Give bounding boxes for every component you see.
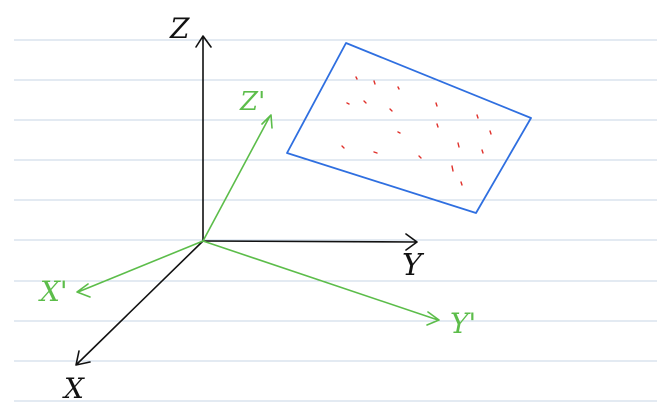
camera-x-label: X' [38,275,68,308]
camera-axes [76,114,440,326]
plane-points [341,76,492,186]
point-mark [457,142,460,148]
camera-z-axis [202,114,273,242]
point-mark [346,102,350,105]
camera-z-label: Z' [239,87,265,117]
point-mark [418,155,422,159]
world-z-axis [195,35,212,242]
ruled-lines [14,39,657,402]
point-mark [451,165,454,172]
point-mark [435,102,438,107]
image-plane [286,42,532,214]
point-mark [389,108,393,112]
camera-y-axis [202,240,440,326]
camera-y-label: Y' [450,307,476,340]
camera-x-axis [76,240,204,298]
point-mark [373,151,378,154]
point-mark [355,76,358,80]
axis-labels: Z Y X Z' Y' X' [38,12,476,405]
point-mark [397,131,401,134]
point-mark [489,130,492,135]
point-mark [460,181,463,186]
world-y-axis [202,233,418,251]
point-mark [397,86,400,90]
world-x-axis [75,240,204,366]
world-x-label: X [62,372,85,405]
point-mark [476,114,479,119]
point-mark [363,100,367,104]
world-y-label: Y [402,248,425,283]
point-mark [481,149,484,154]
world-z-label: Z [169,12,190,45]
point-mark [373,80,376,85]
point-mark [341,145,345,149]
point-mark [436,123,439,128]
world-axes [75,35,418,366]
